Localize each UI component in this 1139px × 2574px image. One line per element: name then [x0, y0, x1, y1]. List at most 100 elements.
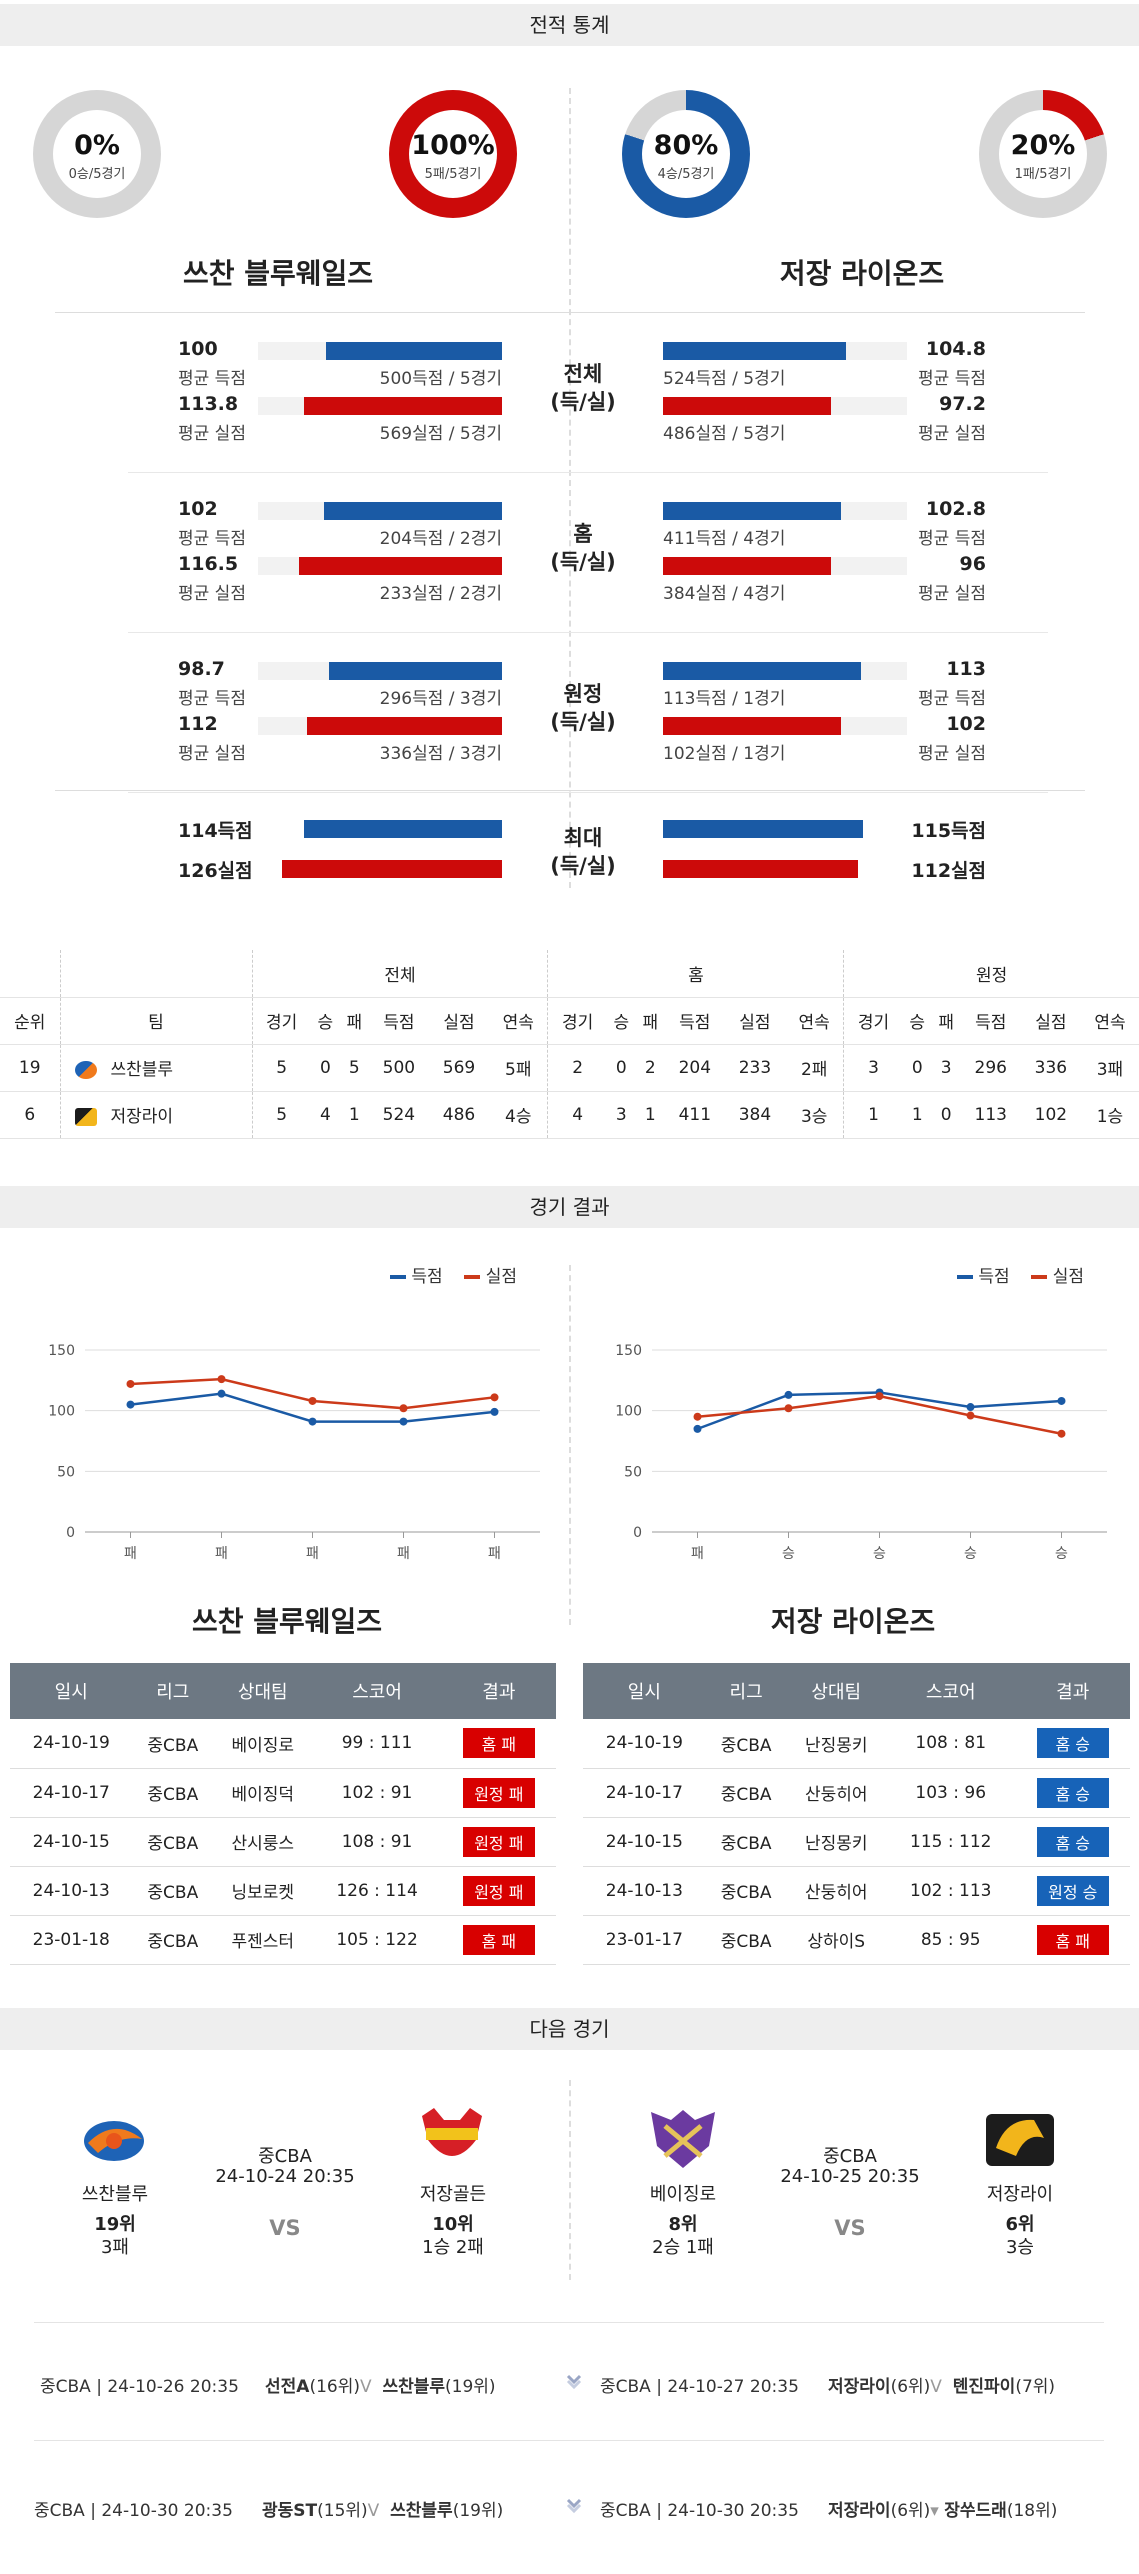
max-value-left: 126실점 [178, 860, 253, 882]
data-point [1057, 1429, 1066, 1438]
stat-label-right: 평균 득점 [918, 529, 986, 549]
result-league: 중CBA [132, 1915, 214, 1965]
data-point [399, 1417, 408, 1426]
divider [128, 472, 1048, 473]
result-badge: 홈 승 [1036, 1777, 1109, 1808]
stat-value-right: 96 [959, 553, 986, 575]
loss-rate-record: 5패/5경기 [424, 167, 482, 182]
stat-bar-label: 233실점 / 2경기 [379, 584, 502, 604]
standings-cell: 500 [368, 1044, 429, 1092]
stat-bar-left [329, 662, 502, 680]
results-row: 24-10-17 중CBA 베이징덕 102 : 91 원정 패 [10, 1768, 556, 1818]
results-header-cell: 리그 [132, 1663, 214, 1719]
result-badge: 원정 패 [462, 1875, 535, 1906]
upcoming-teams[interactable]: 저장라이(6위)V 톈진파이(7위) [828, 2372, 1055, 2397]
data-point [217, 1375, 226, 1384]
result-opponent[interactable]: 산둥히어 [786, 1768, 886, 1818]
result-opponent[interactable]: 산둥히어 [786, 1866, 886, 1916]
legend-label: 득점 [411, 1267, 443, 1287]
standings-cell: 2 [547, 1044, 607, 1092]
stat-value-right: 97.2 [939, 393, 986, 415]
upcoming-game[interactable]: 중CBA | 24-10-26 20:35 [40, 2372, 239, 2397]
result-opponent[interactable]: 산시룽스 [213, 1817, 313, 1867]
standings-cell: 5 [251, 1091, 311, 1139]
divider [55, 312, 1085, 313]
results-row: 24-10-19 중CBA 난징몽키 108 : 81 홈 승 [583, 1719, 1130, 1769]
stat-value-left: 116.5 [178, 553, 239, 575]
data-point [693, 1412, 702, 1421]
stat-value-left: 112 [178, 713, 218, 735]
stat-label-right: 평균 실점 [918, 584, 986, 604]
loss-rate-donut-right: 20% 1패/5경기 [979, 90, 1107, 218]
upcoming-rank2: (18위) [1006, 2501, 1058, 2521]
results-header-cell: 결과 [441, 1663, 556, 1719]
stat-bar-left [304, 397, 502, 415]
vs-label: VS [834, 2216, 866, 2240]
section-header-results: 경기 결과 [0, 1186, 1139, 1228]
standings-cell: 486 [428, 1091, 490, 1139]
result-opponent[interactable]: 닝보로켓 [213, 1866, 313, 1916]
result-date: 24-10-17 [583, 1768, 706, 1818]
standings-cell: 1 [339, 1091, 369, 1139]
stat-label-right: 평균 실점 [918, 744, 986, 764]
upcoming-team2: 장쑤드래 [944, 2501, 1007, 2521]
compare-category: 원정 [563, 682, 603, 706]
stat-value-right: 104.8 [925, 338, 986, 360]
stat-value-left: 102 [178, 498, 218, 520]
upcoming-teams[interactable]: 광동ST(15위)V 쓰찬블루(19위) [262, 2496, 503, 2521]
chevron-down-icon[interactable] [565, 2496, 583, 2519]
result-opponent[interactable]: 푸젠스터 [213, 1915, 313, 1965]
standings-header-cell: 실점 [724, 997, 785, 1045]
result-opponent[interactable]: 베이징로 [213, 1719, 313, 1769]
divider [128, 792, 1048, 793]
standings-team-cell[interactable]: 저장라이 [59, 1091, 252, 1139]
result-league: 중CBA [705, 1719, 787, 1769]
result-date: 23-01-18 [10, 1915, 133, 1965]
line-chart-left: 0 50 100 150 패 패 패 패 패 [48, 1343, 540, 1562]
result-opponent[interactable]: 상하이S [786, 1915, 886, 1965]
standings-cell: 336 [1020, 1044, 1081, 1092]
upcoming-teams[interactable]: 저장라이(6위)▾ 장쑤드래(18위) [828, 2496, 1057, 2521]
stat-bar-right [663, 717, 841, 735]
upcoming-teams[interactable]: 선전A(16위)V 쓰찬블루(19위) [265, 2372, 496, 2397]
standings-cell: 3 [843, 1044, 903, 1092]
x-tick-label: 승 [873, 1546, 886, 1562]
y-tick-label: 0 [633, 1525, 642, 1541]
team-logo-sichuan-icon [74, 1061, 97, 1079]
stat-bar-right [663, 557, 831, 575]
result-league: 중CBA [705, 1768, 787, 1818]
results-row: 23-01-18 중CBA 푸젠스터 105 : 122 홈 패 [10, 1915, 556, 1965]
result-opponent[interactable]: 난징몽키 [786, 1817, 886, 1867]
chevron-down-icon[interactable] [565, 2372, 583, 2395]
stat-value-left: 100 [178, 338, 218, 360]
x-tick-label: 패 [488, 1546, 501, 1562]
upcoming-game[interactable]: 중CBA | 24-10-27 20:35 [600, 2372, 799, 2397]
next-league: 중CBA [258, 2146, 312, 2167]
standings-header-cell: 득점 [960, 997, 1021, 1045]
standings-cell: 0 [902, 1044, 932, 1092]
next-home-streak: 2승 1패 [652, 2237, 714, 2258]
result-date: 24-10-17 [10, 1768, 133, 1818]
stat-bar-left [307, 717, 502, 735]
result-date: 24-10-15 [10, 1817, 133, 1867]
result-league: 중CBA [132, 1817, 214, 1867]
results-header-cell: 일시 [10, 1663, 133, 1719]
standings-cell: 569 [428, 1044, 490, 1092]
standings-team-cell[interactable]: 쓰찬블루 [59, 1044, 252, 1092]
standings-cell: 4승 [489, 1091, 548, 1139]
win-rate-pct: 80% [653, 130, 719, 161]
x-tick-label: 패 [691, 1546, 704, 1562]
result-opponent[interactable]: 베이징덕 [213, 1768, 313, 1818]
stat-label-left: 평균 득점 [178, 529, 246, 549]
upcoming-game[interactable]: 중CBA | 24-10-30 20:35 [600, 2496, 799, 2521]
stat-label-left: 평균 득점 [178, 689, 246, 709]
upcoming-team1: 저장라이 [828, 2377, 891, 2397]
result-opponent[interactable]: 난징몽키 [786, 1719, 886, 1769]
standings-cell: 4 [547, 1091, 607, 1139]
upcoming-game[interactable]: 중CBA | 24-10-30 20:35 [34, 2496, 233, 2521]
stat-value-left: 98.7 [178, 658, 225, 680]
standings-group-row: 전체 홈 원정 [0, 950, 1139, 998]
result-badge: 홈 패 [1036, 1924, 1109, 1955]
results-row: 24-10-15 중CBA 난징몽키 115 : 112 홈 승 [583, 1817, 1130, 1867]
results-header-cell: 스코어 [312, 1663, 442, 1719]
